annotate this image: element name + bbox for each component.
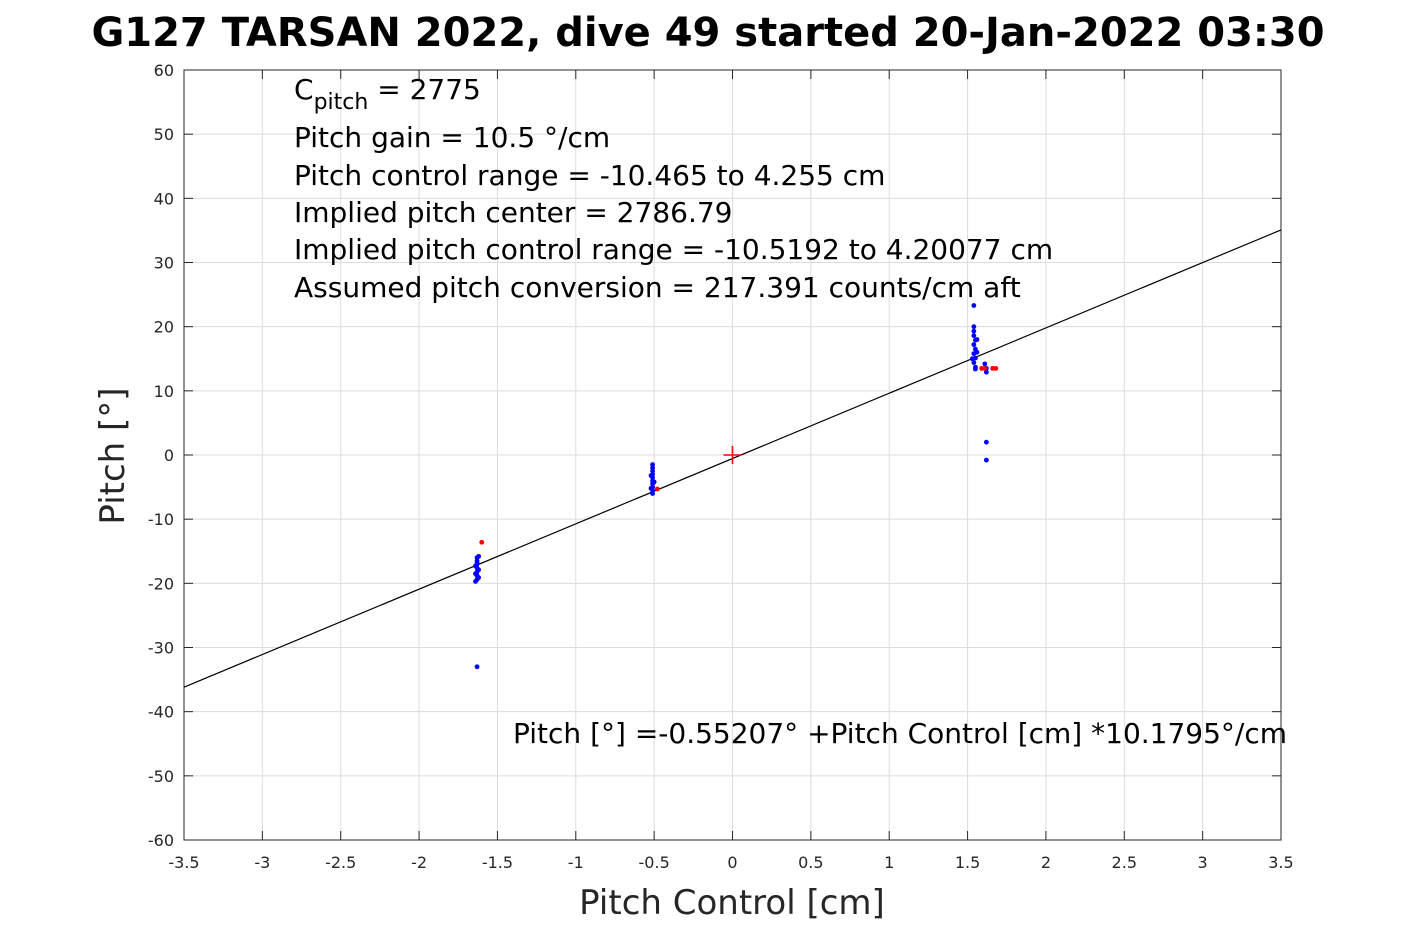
y-tick-label: 60: [154, 61, 174, 80]
y-tick-label: 50: [154, 125, 174, 144]
data-point: [473, 579, 478, 584]
x-tick-label: 0: [727, 853, 737, 872]
cpitch-main: C: [294, 73, 314, 106]
pitch-conversion-annotation: Assumed pitch conversion = 217.391 count…: [294, 271, 1021, 304]
data-point: [651, 479, 657, 485]
data-point: [982, 365, 988, 371]
data-point: [982, 361, 988, 367]
data-point: [983, 369, 989, 375]
data-point: [971, 324, 977, 330]
y-tick-label: -60: [148, 831, 174, 850]
y-tick-label: -10: [148, 510, 174, 529]
data-point: [971, 303, 977, 308]
grid: [183, 69, 1282, 841]
data-point: [973, 366, 978, 372]
y-tick-label: 30: [154, 254, 174, 273]
y-tick-label: -40: [148, 703, 174, 722]
x-tick-label: -1: [568, 853, 584, 872]
data-point: [476, 553, 482, 559]
data-point: [654, 486, 660, 492]
y-tick-label: 20: [154, 318, 174, 337]
implied-range-annotation: Implied pitch control range = -10.5192 t…: [294, 233, 1053, 266]
cpitch-value: = 2775: [368, 73, 481, 106]
data-point: [648, 485, 654, 491]
x-tick-label: -2.5: [325, 853, 356, 872]
y-tick-label: -20: [148, 574, 174, 593]
x-tick-label: 1: [884, 853, 894, 872]
x-tick-label: 3: [1198, 853, 1208, 872]
pitch-gain-annotation: Pitch gain = 10.5 °/cm: [294, 121, 610, 154]
x-tick-label: 2.5: [1112, 853, 1137, 872]
data-point: [971, 342, 977, 348]
y-tick-label: 0: [164, 446, 174, 465]
x-axis-label: Pitch Control [cm]: [579, 883, 885, 923]
x-tick-label: -1.5: [482, 853, 513, 872]
annotations: Cpitch = 2775 Pitch gain = 10.5 °/cm Pit…: [294, 73, 1287, 750]
data-point: [974, 349, 980, 355]
x-tick-label: -2: [411, 853, 427, 872]
data-point: [474, 560, 480, 566]
x-tick-label: 0.5: [798, 853, 823, 872]
y-tick-label: 10: [154, 382, 174, 401]
y-tick-label: -30: [148, 639, 174, 658]
data-point: [479, 539, 485, 545]
implied-pitch-center-annotation: Implied pitch center = 2786.79: [294, 196, 732, 229]
cpitch-subscript: pitch: [314, 90, 369, 115]
data-point: [971, 333, 977, 339]
x-tick-label: 3.5: [1268, 853, 1293, 872]
data-point: [971, 360, 977, 365]
data-point: [974, 337, 980, 342]
chart-title: G127 TARSAN 2022, dive 49 started 20-Jan…: [91, 10, 1324, 56]
y-tick-label: -50: [148, 767, 174, 786]
data-point: [969, 356, 975, 362]
x-tick-label: -3: [254, 853, 270, 872]
pitch-control-range-annotation: Pitch control range = -10.465 to 4.255 c…: [294, 159, 885, 192]
data-point: [474, 664, 480, 670]
data-point: [993, 365, 999, 371]
data-points: [473, 303, 999, 670]
data-point: [983, 457, 989, 463]
x-tick-label: -3.5: [168, 853, 199, 872]
fit-equation-annotation: Pitch [°] =-0.55207° +Pitch Control [cm]…: [513, 717, 1287, 750]
cpitch-annotation: Cpitch = 2775: [294, 73, 481, 115]
y-axis-label: Pitch [°]: [93, 387, 133, 524]
data-point: [983, 439, 989, 445]
data-point: [650, 491, 655, 496]
y-tick-label: 40: [154, 189, 174, 208]
data-point: [971, 328, 977, 334]
axis-ticks: -3.5 -3 -2.5 -2 -1.5 -1 -0.5 0 0.5 1 1.5 2 2.5 3 3.5 -6…: [148, 61, 1294, 872]
x-tick-label: -0.5: [639, 853, 670, 872]
x-tick-label: 1.5: [955, 853, 980, 872]
data-point: [648, 473, 654, 478]
center-marker-layer: [723, 446, 742, 464]
x-tick-label: 2: [1041, 853, 1051, 872]
